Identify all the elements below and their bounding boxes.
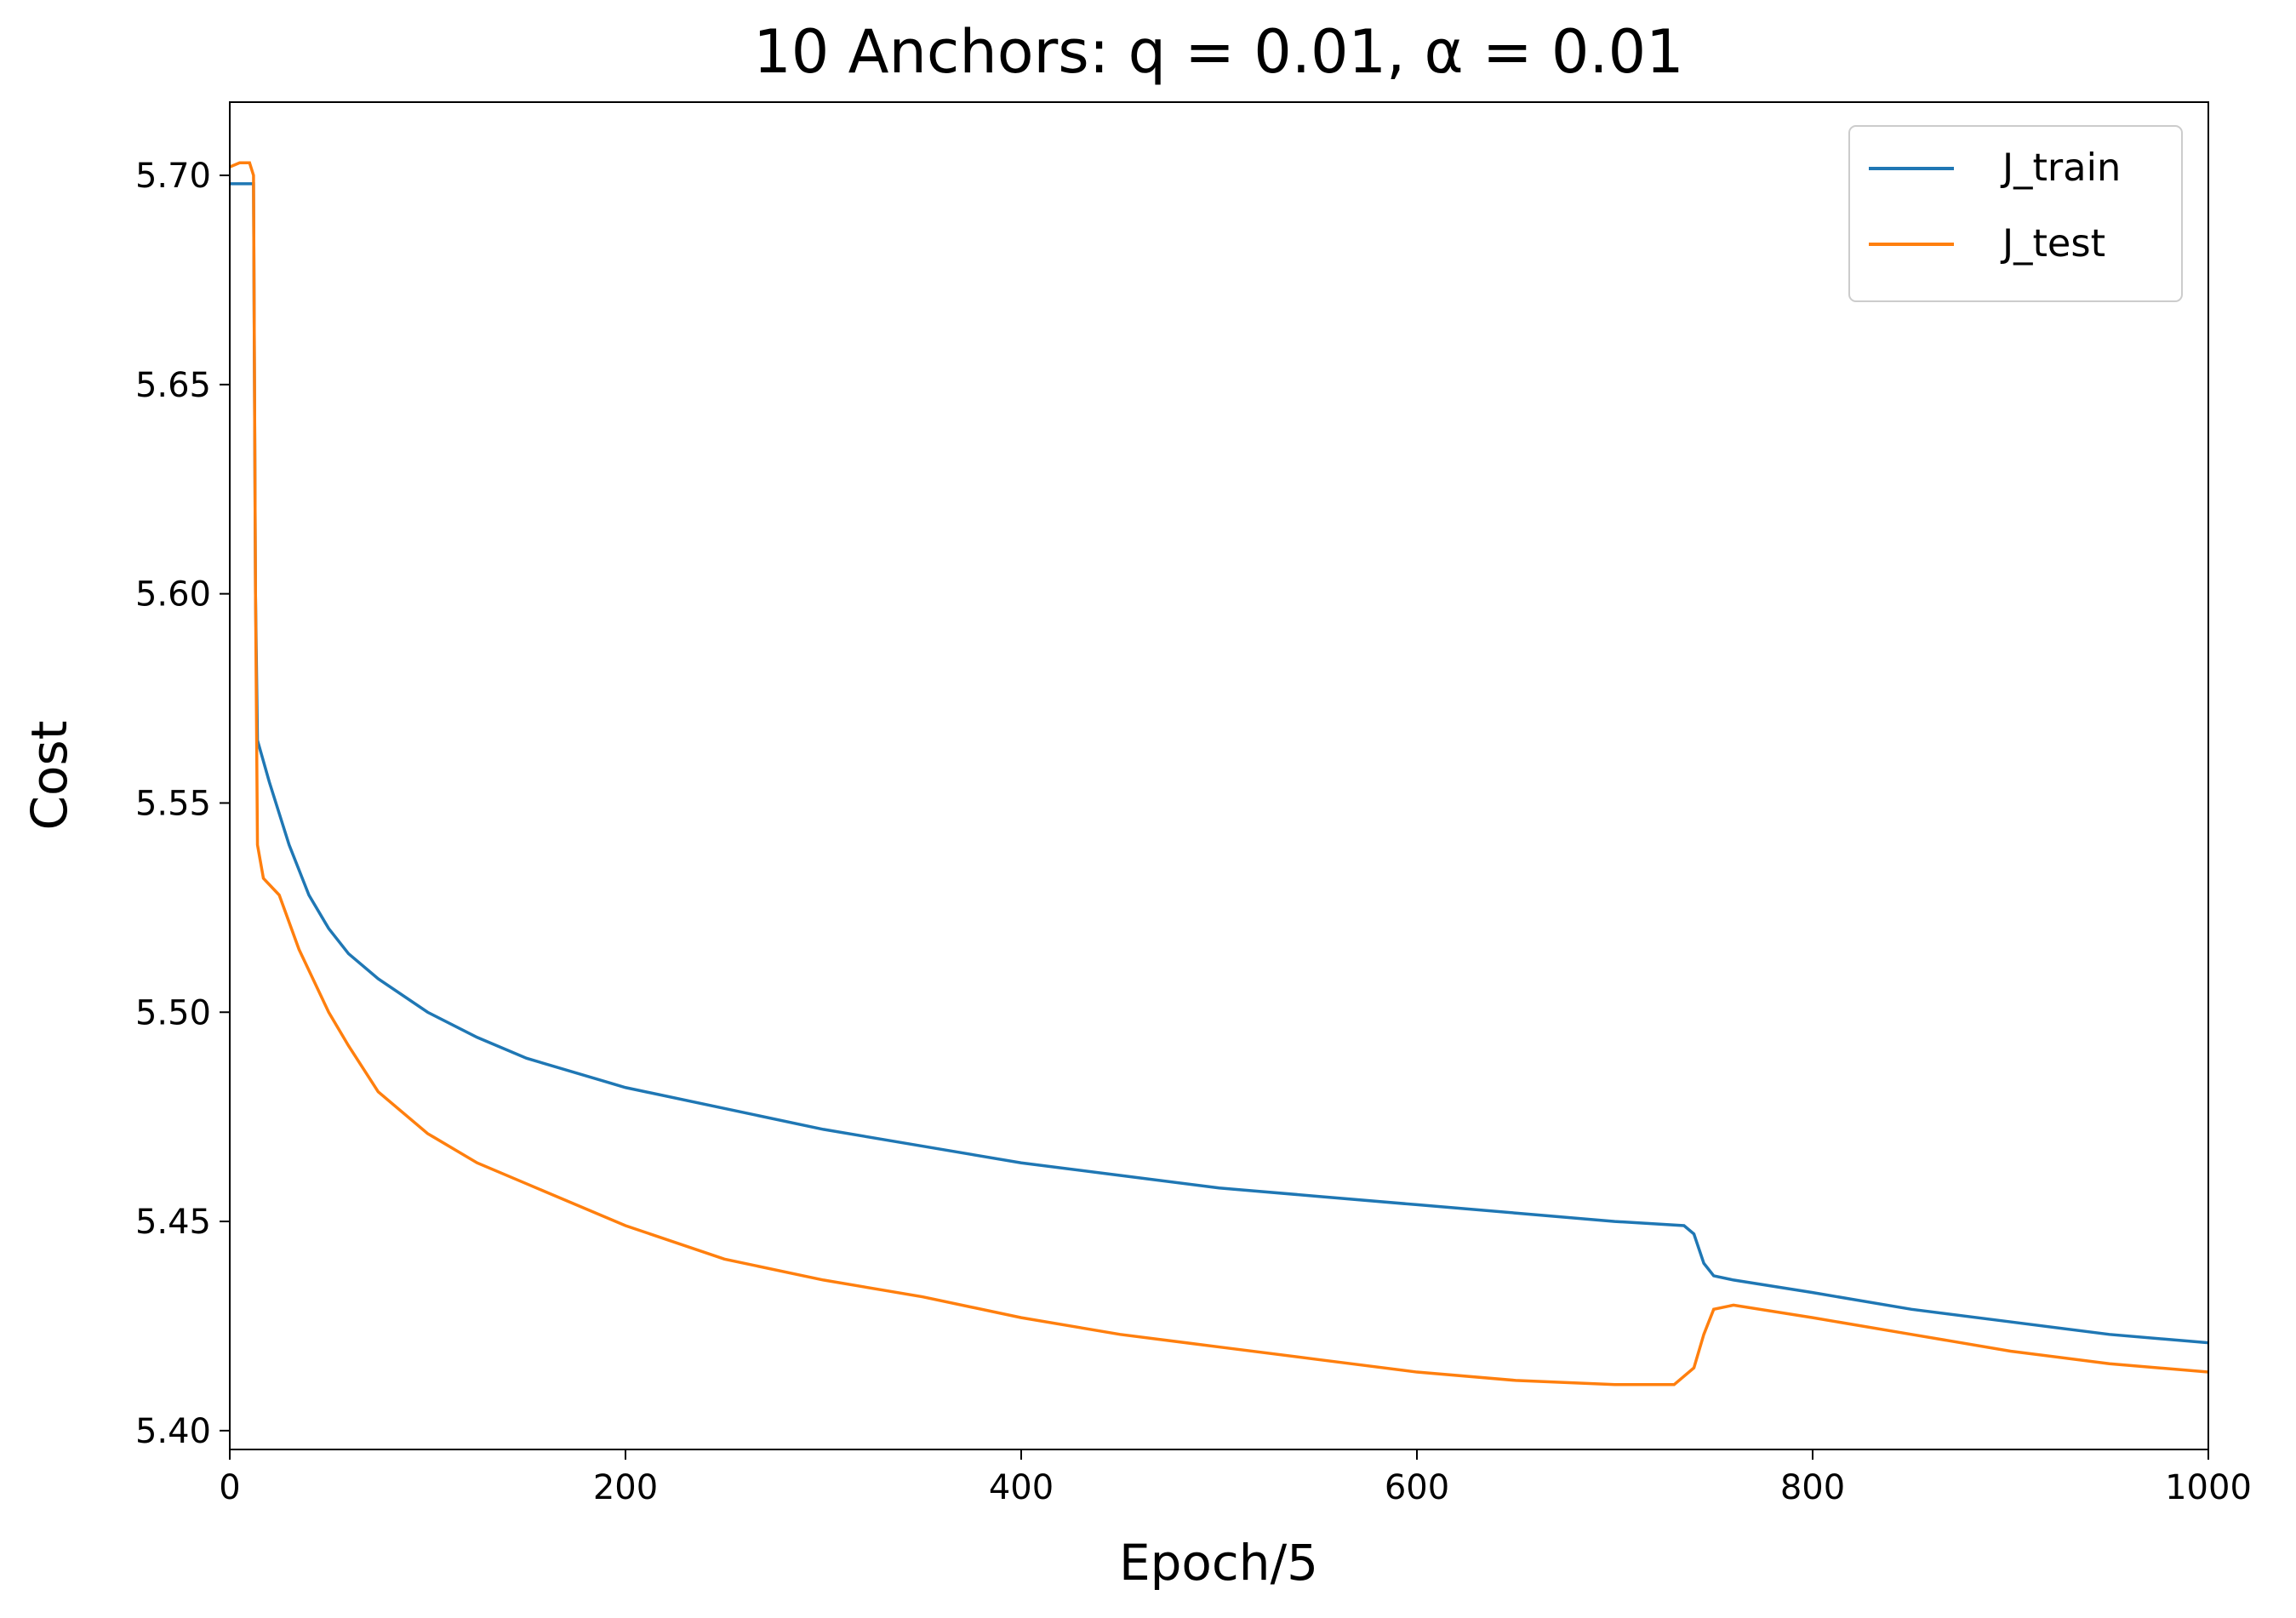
legend-label: J_train xyxy=(2000,146,2121,190)
y-tick-label: 5.50 xyxy=(135,993,211,1032)
x-tick-label: 600 xyxy=(1385,1468,1449,1507)
y-tick-label: 5.60 xyxy=(135,575,211,615)
y-axis-label: Cost xyxy=(20,721,78,831)
plot-frame xyxy=(229,101,2209,1450)
x-tick-label: 400 xyxy=(989,1468,1054,1507)
x-tick-label: 200 xyxy=(593,1468,658,1507)
chart-title: 10 Anchors: q = 0.01, α = 0.01 xyxy=(753,17,1683,87)
series-line xyxy=(230,161,2208,1386)
y-tick-label: 5.70 xyxy=(135,157,211,196)
x-tick-label: 1000 xyxy=(2165,1468,2252,1507)
series-line xyxy=(230,182,2208,1345)
y-tick-label: 5.40 xyxy=(135,1412,211,1451)
legend-label: J_test xyxy=(2000,221,2105,266)
y-tick-label: 5.65 xyxy=(135,366,211,405)
y-tick-label: 5.45 xyxy=(135,1203,211,1242)
x-tick-label: 800 xyxy=(1780,1468,1845,1507)
x-tick-label: 0 xyxy=(219,1468,240,1507)
y-tick-label: 5.55 xyxy=(135,784,211,823)
x-axis-label: Epoch/5 xyxy=(1119,1534,1318,1592)
